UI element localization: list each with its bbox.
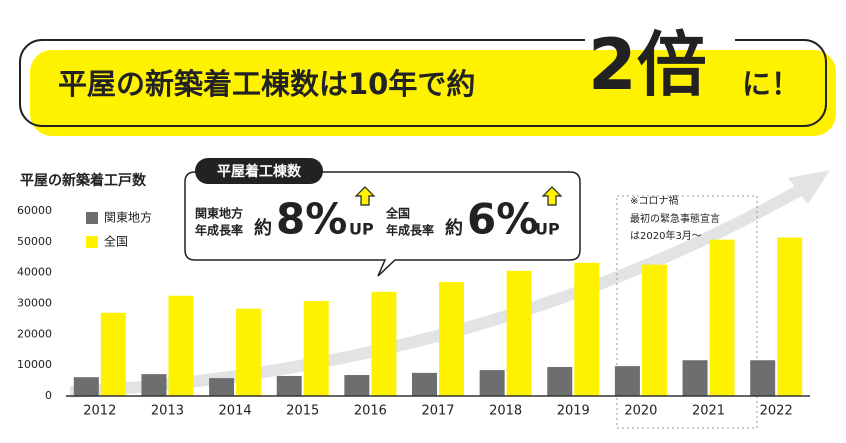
x-tick-label: 2020	[624, 404, 657, 419]
trend-arrow-head	[788, 170, 830, 204]
x-tick-label: 2014	[219, 404, 252, 419]
legend-label: 全国	[104, 234, 128, 249]
header-frame	[19, 39, 827, 127]
x-tick-label: 2019	[557, 404, 590, 419]
note-line: 最初の緊急事態宣言	[630, 212, 720, 225]
bar	[439, 281, 464, 396]
up-icon	[354, 186, 376, 206]
x-tick-label: 2012	[83, 404, 116, 419]
callout-box	[184, 171, 581, 277]
callout-up: UP	[535, 220, 560, 239]
bar	[574, 262, 600, 396]
header-lead: 平屋の新築着工棟数は10年で約	[58, 67, 475, 101]
callout-approx: 約	[254, 217, 272, 239]
y-tick-label: 10000	[17, 358, 52, 371]
callout-region: 全国	[385, 206, 410, 221]
bar	[371, 291, 397, 396]
note-line: は2020年3月～	[630, 229, 702, 242]
note-title: ※コロナ禍	[630, 194, 678, 207]
header-tail: に！	[742, 67, 800, 101]
header-emphasis: 2倍	[588, 24, 707, 106]
bar	[614, 366, 640, 396]
bar	[682, 360, 708, 396]
x-tick-label: 2018	[489, 404, 522, 419]
callout-up: UP	[349, 220, 374, 239]
bar	[777, 237, 803, 396]
bar	[209, 378, 235, 396]
y-tick-label: 30000	[17, 297, 52, 310]
bar	[236, 308, 262, 396]
y-tick-label: 20000	[17, 327, 52, 340]
bar	[141, 374, 167, 396]
y-tick-label: 60000	[17, 204, 52, 217]
bar	[344, 375, 370, 396]
x-tick-label: 2022	[760, 404, 793, 419]
bar	[73, 377, 99, 396]
bar	[506, 270, 532, 396]
callout-rate: 8%	[276, 195, 347, 244]
callout-label: 年成長率	[386, 223, 434, 238]
bar	[303, 301, 329, 396]
up-icon	[541, 186, 563, 206]
callout-approx: 約	[445, 217, 463, 239]
covid-frame	[616, 195, 758, 429]
x-tick-label: 2015	[286, 404, 319, 419]
bar	[641, 264, 667, 396]
legend-swatch	[86, 212, 98, 224]
legend-label: 関東地方	[104, 210, 152, 225]
bar	[100, 312, 126, 396]
emphasis-backdrop	[585, 8, 735, 44]
callout-title: 平屋着工棟数	[217, 163, 302, 180]
bar	[168, 295, 194, 396]
x-tick-label: 2021	[692, 404, 725, 419]
bar	[709, 239, 735, 396]
y-axis-title: 平屋の新築着工戸数	[20, 172, 147, 189]
x-tick-label: 2013	[151, 404, 184, 419]
x-tick-label: 2016	[354, 404, 387, 419]
bar	[412, 372, 437, 396]
y-tick-label: 40000	[17, 266, 52, 279]
bar	[547, 367, 573, 396]
callout-label: 年成長率	[195, 223, 243, 238]
bar	[276, 375, 302, 396]
callout-pill	[195, 158, 323, 184]
y-tick-label: 0	[45, 389, 52, 402]
x-tick-label: 2017	[421, 404, 454, 419]
legend-swatch	[86, 236, 98, 248]
bar	[750, 360, 776, 396]
y-tick-label: 50000	[17, 235, 52, 248]
bar	[479, 370, 505, 396]
header-band	[30, 50, 836, 136]
callout-region: 関東地方	[195, 206, 243, 221]
callout-rate: 6%	[467, 195, 538, 244]
